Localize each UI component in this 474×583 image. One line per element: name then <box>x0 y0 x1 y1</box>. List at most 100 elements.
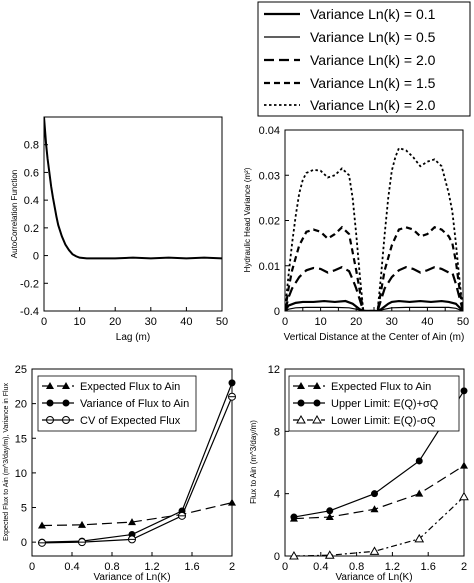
autocorr-xtick-label: 40 <box>180 316 192 328</box>
head-variance-series-line-4 <box>285 225 463 311</box>
flux-stats-legend: Expected Flux to Ain Variance of Flux to … <box>37 375 197 432</box>
flux-stats-xtick-label: 0.8 <box>104 561 119 573</box>
flux-stats-series-1-point <box>38 521 46 529</box>
flux-limits-ylabel: Flux to Ain (m^3/day/m) <box>249 420 258 504</box>
flux-stats-xtick-label: 2 <box>229 561 235 573</box>
autocorr-ytick-label: 0.6 <box>24 167 39 179</box>
flux-limits-legend-marker-1 <box>313 382 321 389</box>
flux-stats-legend-marker-3 <box>62 416 70 424</box>
flux-limits-legend-marker-3 <box>296 414 306 424</box>
flux-limits-legend-marker-2 <box>313 399 321 407</box>
head-variance-ytick-label: 0 <box>274 306 280 318</box>
flux-limits-xtick-label: 0.4 <box>313 561 328 573</box>
head-variance-xtick-label: 40 <box>421 316 433 328</box>
flux-stats-series-3-point <box>178 511 186 520</box>
autocorr-frame <box>43 116 223 312</box>
flux-stats-xtick-label: 1.6 <box>184 561 199 573</box>
head-variance-xtick-label: 30 <box>386 316 398 328</box>
flux-limits-series <box>289 387 469 560</box>
autocorr-ytick-label: 0 <box>33 251 39 263</box>
legend-box: Variance Ln(k) = 0.1 Variance Ln(k) = 0.… <box>257 1 471 117</box>
flux-stats-series-1-point <box>228 498 236 506</box>
flux-stats-legend-marker-1 <box>62 382 70 389</box>
head-variance-series-line-2 <box>285 306 463 311</box>
flux-limits-series-1-point <box>415 489 424 497</box>
flux-stats-series <box>38 379 236 547</box>
head-variance-panel: 0 10 20 30 40 50 0 0.01 0.02 0.03 0.04 Vertical Di… <box>243 125 469 343</box>
flux-limits-legend-label-2: Upper Limit: E(Q)+σQ <box>331 398 439 410</box>
flux-stats-xlabel: Variance of Ln(K) <box>93 572 170 583</box>
legend-label-5: Variance Ln(k) = 2.0 <box>310 97 436 113</box>
flux-limits-series-2-point <box>326 507 334 515</box>
head-variance-frame <box>284 129 464 312</box>
flux-stats-ytick-label: 15 <box>15 433 27 445</box>
flux-stats-series-3-point <box>78 538 86 547</box>
head-variance-ytick-label: 0.03 <box>259 170 280 182</box>
flux-stats-ytick-label: 25 <box>15 364 27 376</box>
autocorr-series-line-1 <box>44 117 222 260</box>
autocorr-ytick-label: 0.4 <box>24 195 39 207</box>
flux-limits-legend-marker-2 <box>297 399 305 407</box>
legend-label-3: Variance Ln(k) = 2.0 <box>310 52 436 68</box>
flux-stats-frame <box>31 368 233 557</box>
flux-stats-legend-marker-3 <box>46 416 54 424</box>
flux-limits-xtick-label: 1.2 <box>385 561 400 573</box>
autocorr-xlabel: Lag (m) <box>116 332 150 343</box>
flux-limits-series-1-point <box>325 513 334 521</box>
flux-limits-series-1-point <box>460 461 468 469</box>
flux-stats-legend-marker-2 <box>62 399 70 407</box>
flux-limits-legend-label-3: Lower Limit: E(Q)-σQ <box>331 415 436 427</box>
head-variance-xlabel: Vertical Distance at the Center of Ain (… <box>284 332 465 343</box>
autocorr-xtick-label: 10 <box>73 316 85 328</box>
flux-stats-legend-marker-1 <box>46 382 54 389</box>
head-variance-series <box>285 146 463 311</box>
flux-stats-series-line-1 <box>41 502 232 527</box>
flux-limits-series-3-point <box>459 491 469 501</box>
head-variance-ytick-label: 0.04 <box>259 125 280 137</box>
flux-limits-axes: 0 0.4 0.8 1.2 1.6 2 0 4 8 12 <box>268 364 467 573</box>
flux-limits-ytick-label: 12 <box>268 364 280 376</box>
flux-limits-xtick-label: 0.8 <box>349 561 364 573</box>
head-variance-xtick-label: 10 <box>314 316 326 328</box>
autocorr-xtick-label: 50 <box>216 316 228 328</box>
flux-limits-series-1-point <box>370 505 379 513</box>
legend-label-1: Variance Ln(k) = 0.1 <box>310 6 436 22</box>
head-variance-ylabel: Hydraulic Head Variance (m²) <box>243 167 252 272</box>
autocorr-series <box>44 117 222 260</box>
flux-limits-ytick-label: 0 <box>274 551 280 563</box>
flux-limits-series-line-3 <box>293 496 464 556</box>
flux-limits-legend-marker-1 <box>297 382 305 389</box>
autocorr-ytick-label: -0.2 <box>20 278 39 290</box>
flux-limits-xtick-label: 1.6 <box>421 561 436 573</box>
flux-stats-legend-label-2: Variance of Flux to Ain <box>80 398 189 410</box>
flux-limits-ytick-label: 8 <box>274 426 280 438</box>
flux-limits-legend: Expected Flux to Ain Upper Limit: E(Q)+σQ… <box>288 375 460 432</box>
flux-limits-series-2-point <box>290 513 298 521</box>
flux-limits-legend-label-1: Expected Flux to Ain <box>331 381 431 393</box>
head-variance-series-line-3 <box>285 265 463 311</box>
flux-limits-xlabel: Variance of Ln(K) <box>335 572 412 583</box>
autocorr-ytick-label: 0.2 <box>24 223 39 235</box>
autocorr-axes: 0 10 20 30 40 50 -0.4 -0.2 0 0.2 0.4 0.6 0.8 <box>20 140 228 328</box>
flux-limits-ytick-label: 4 <box>274 489 280 501</box>
legend-label-4: Variance Ln(k) = 1.5 <box>310 75 436 91</box>
flux-stats-series-1-point <box>128 518 136 526</box>
autocorr-xtick-label: 20 <box>109 316 121 328</box>
flux-limits-series-3-point <box>414 533 425 543</box>
autocorr-panel: 0 10 20 30 40 50 -0.4 -0.2 0 0.2 0.4 0.6 0.8 Lag (m)… <box>10 116 228 343</box>
head-variance-xtick-label: 0 <box>282 316 288 328</box>
head-variance-ytick-label: 0.01 <box>259 261 280 273</box>
autocorr-ytick-label: 0.8 <box>24 140 39 152</box>
flux-stats-xtick-label: 0 <box>29 561 35 573</box>
flux-limits-series-2-point <box>460 387 468 395</box>
flux-stats-legend-marker-2 <box>46 399 54 407</box>
head-variance-ytick-label: 0.02 <box>259 216 280 228</box>
autocorr-xtick-label: 30 <box>145 316 157 328</box>
head-variance-xtick-label: 20 <box>350 316 362 328</box>
flux-limits-xtick-label: 2 <box>461 561 467 573</box>
flux-stats-ytick-label: 5 <box>21 503 27 515</box>
flux-stats-legend-label-3: CV of Expected Flux <box>80 415 181 427</box>
